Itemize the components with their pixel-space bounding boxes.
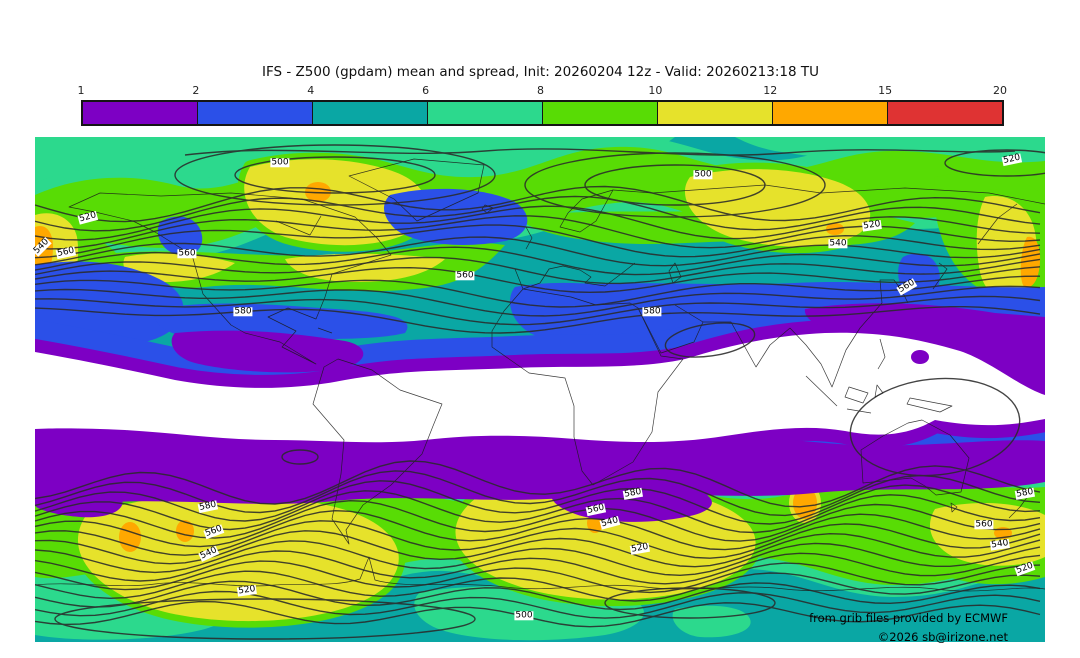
contour-label-500: 500	[514, 610, 534, 621]
spread-fill-layer	[35, 137, 1045, 642]
map-canvas	[35, 137, 1045, 642]
colorbar-segment-10-12	[658, 102, 773, 124]
colorbar-tick: 20	[993, 84, 1007, 97]
colorbar-tick: 8	[537, 84, 544, 97]
world-map: 500 500 520 520 520 540 540 560 560 560 560 580 580 5…	[31, 137, 1045, 644]
attribution-copyright: ©2026 sb@irizone.net	[877, 630, 1008, 644]
colorbar-tick-labels: 1 2 4 6 8 10 12 15 20	[77, 84, 1008, 98]
colorbar-segment-15-20	[888, 102, 1002, 124]
contour-label-560: 560	[177, 248, 197, 259]
contour-label-500: 500	[270, 157, 290, 168]
colorbar-segment-6-8	[428, 102, 543, 124]
colorbar-tick: 4	[307, 84, 315, 97]
z500-contour-lines	[35, 144, 1045, 640]
contour-label-500: 500	[693, 169, 713, 180]
attribution-ecmwf: from grib files provided by ECMWF	[809, 611, 1008, 625]
colorbar-tick: 15	[878, 84, 893, 97]
contour-label-540: 540	[828, 238, 848, 249]
colorbar-segment-12-15	[773, 102, 888, 124]
contour-label-560: 560	[455, 270, 475, 281]
chart-title: IFS - Z500 (gpdam) mean and spread, Init…	[261, 64, 820, 80]
colorbar	[81, 100, 1004, 126]
colorbar-tick: 12	[763, 84, 778, 97]
colorbar-tick: 10	[648, 84, 663, 97]
colorbar-segment-2-4	[198, 102, 313, 124]
colorbar-tick: 6	[422, 84, 430, 97]
colorbar-tick: 2	[192, 84, 200, 97]
contour-label-580: 580	[642, 306, 662, 317]
contour-label-560: 560	[974, 519, 994, 530]
contour-label-580: 580	[233, 306, 253, 317]
colorbar-segment-8-10	[543, 102, 658, 124]
colorbar-segment-4-6	[313, 102, 428, 124]
colorbar-segment-1-2	[83, 102, 198, 124]
colorbar-tick: 1	[77, 84, 85, 97]
